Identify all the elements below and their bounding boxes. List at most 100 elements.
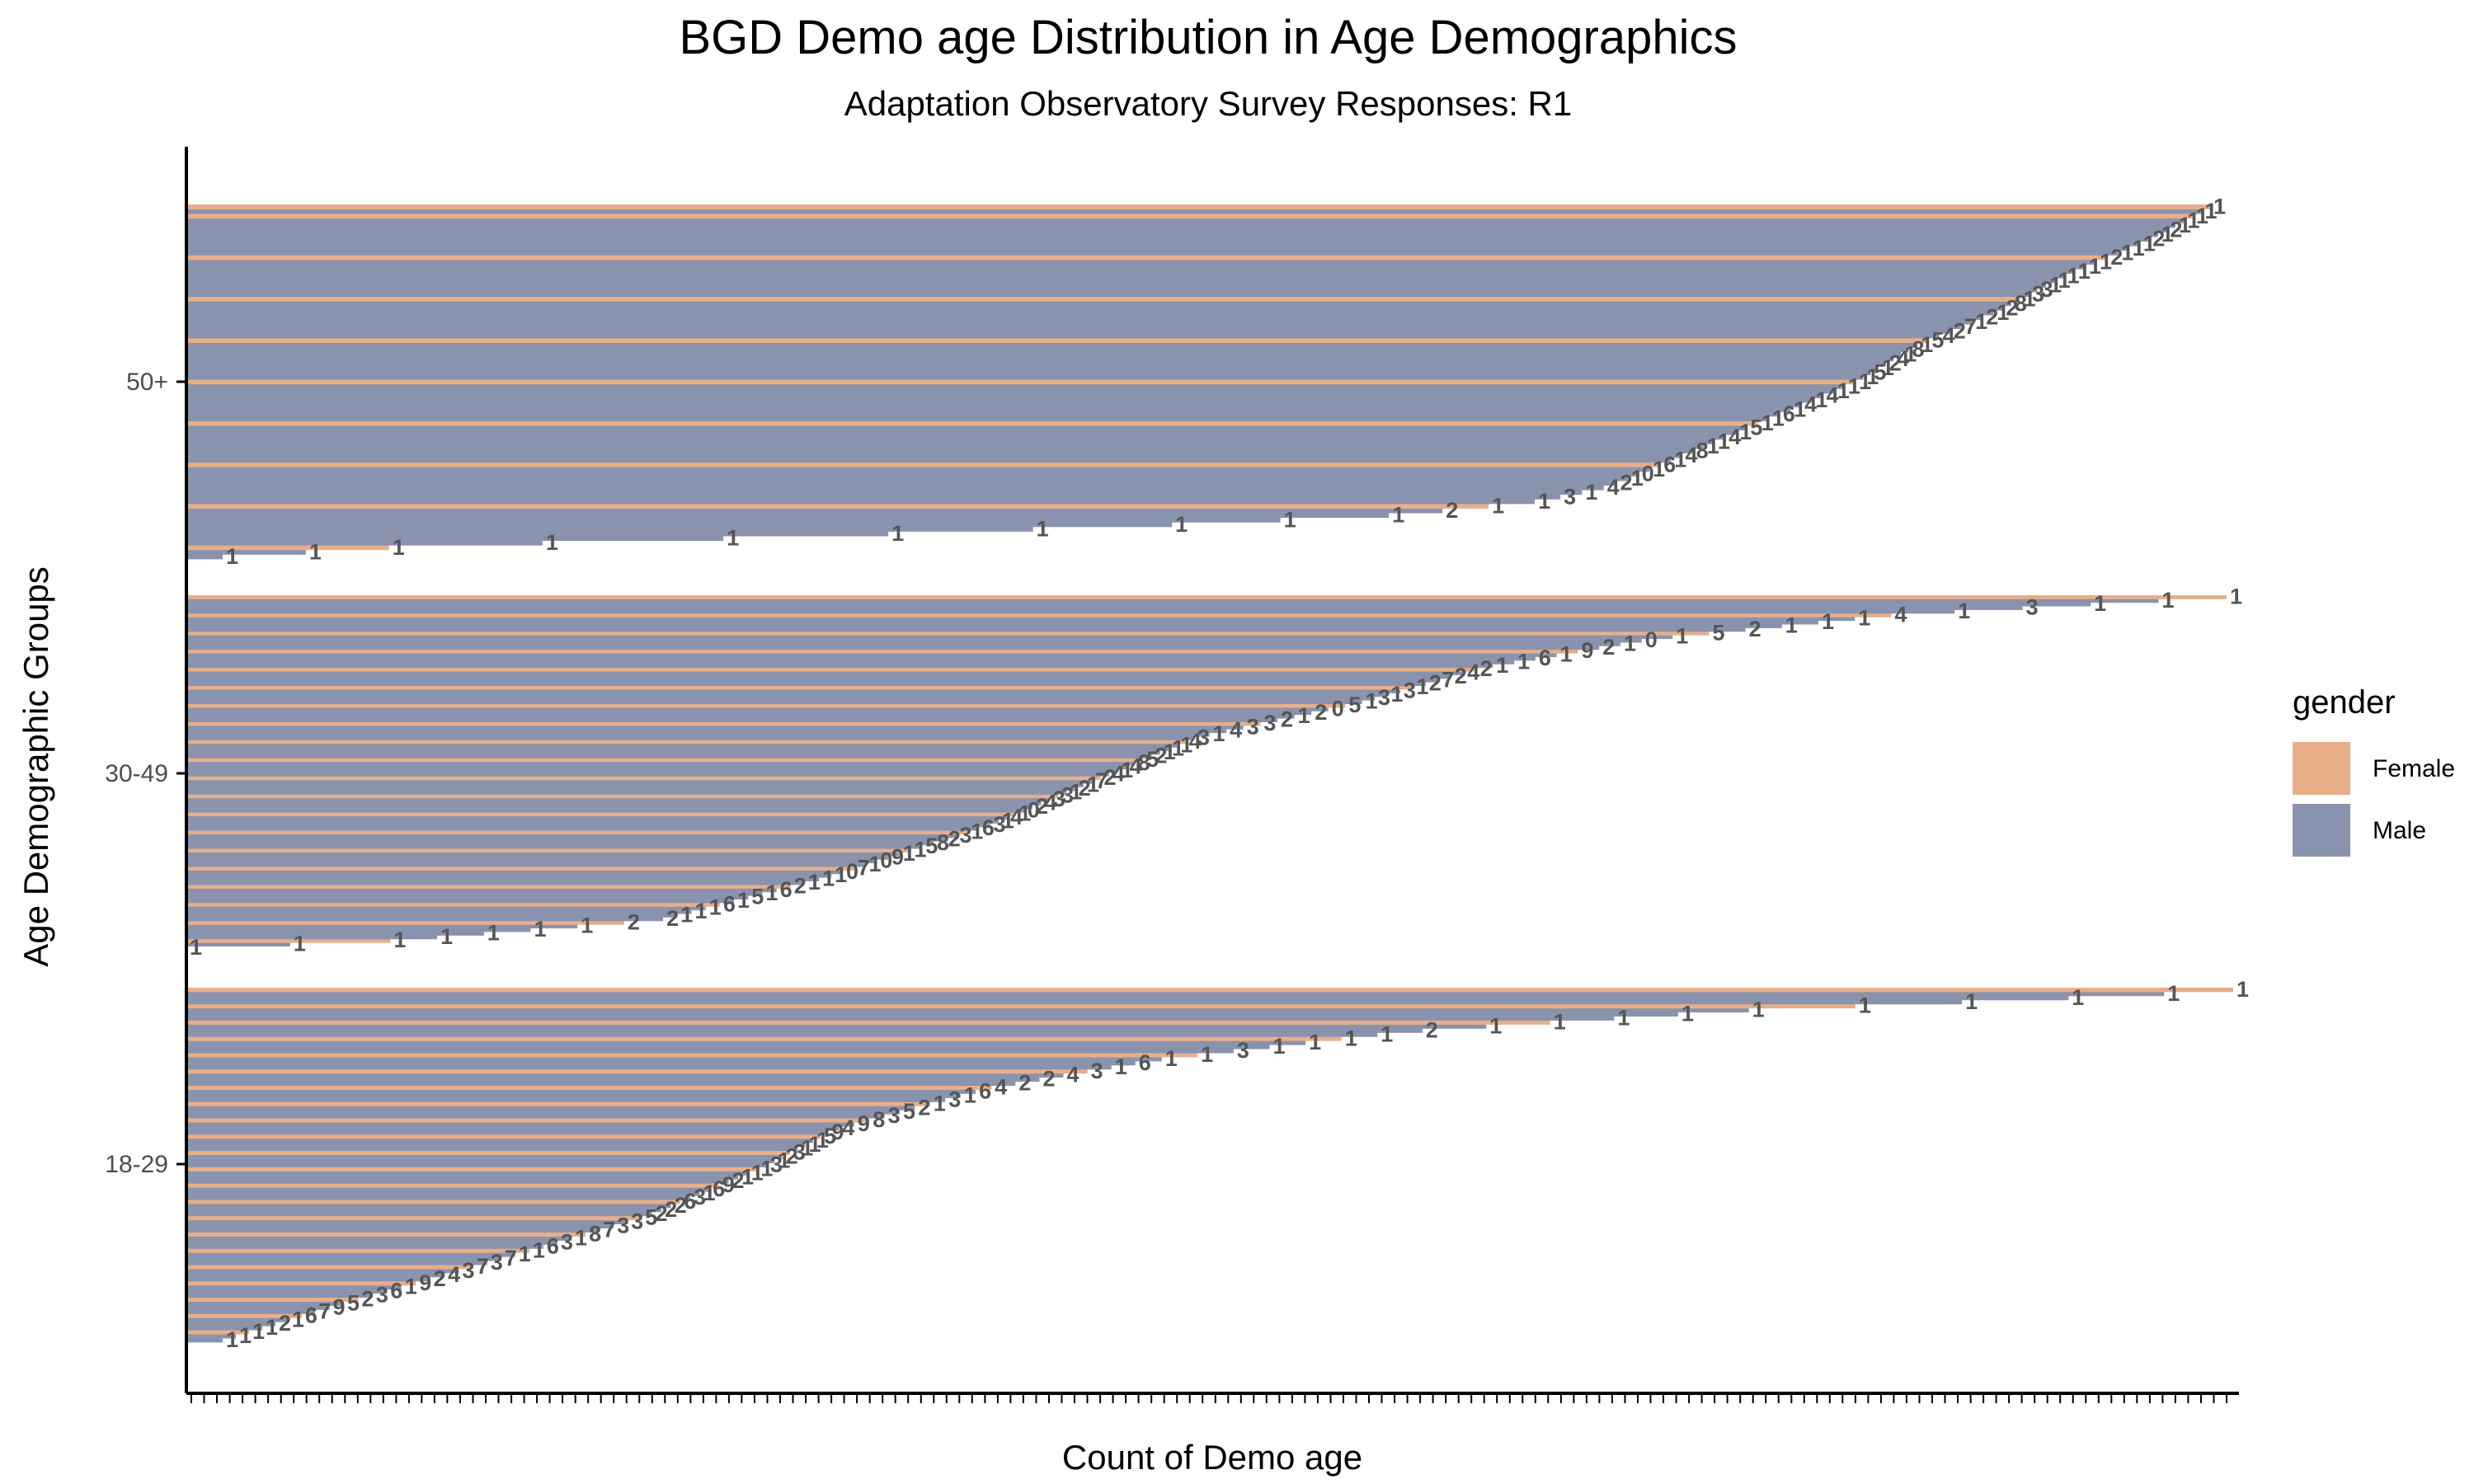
bar xyxy=(188,1089,976,1094)
bar xyxy=(188,379,1856,385)
bar-label: 1 xyxy=(266,1315,278,1340)
bar xyxy=(188,870,843,875)
bar xyxy=(188,255,2108,261)
bar-label: 1 xyxy=(869,852,882,876)
bar xyxy=(188,218,2185,223)
bar-label: 2 xyxy=(1281,707,1293,732)
bar xyxy=(188,383,1845,389)
bar xyxy=(188,595,2227,599)
bar xyxy=(188,462,1661,467)
bar-label: 1 xyxy=(1121,758,1133,782)
bar xyxy=(188,805,1033,810)
bar xyxy=(188,773,1109,777)
bar xyxy=(188,540,543,546)
bar xyxy=(188,1191,700,1196)
bar-label: 3 xyxy=(631,1209,643,1234)
bar xyxy=(188,356,1894,362)
bar xyxy=(188,1077,1040,1082)
bar xyxy=(188,296,2020,302)
bar-label: 1 xyxy=(971,819,983,844)
bar-label: 1 xyxy=(226,1327,238,1352)
bar xyxy=(188,988,2233,993)
bar-label: 1 xyxy=(309,539,322,564)
bar-label: 1 xyxy=(1180,732,1192,757)
bar-label: 1 xyxy=(1165,1046,1178,1071)
bar-label: 1 xyxy=(1858,606,1870,631)
bar-label: 1 xyxy=(1517,649,1530,674)
bar xyxy=(188,1007,1749,1013)
bar xyxy=(188,1313,302,1318)
bar xyxy=(188,888,777,893)
bar xyxy=(188,732,1210,737)
bar-label: 7 xyxy=(477,1254,489,1279)
bar xyxy=(188,333,1940,339)
bar-label: 1 xyxy=(2072,985,2084,1010)
bar-group-50+ xyxy=(188,204,2210,560)
bar xyxy=(188,656,1536,661)
bar xyxy=(188,246,2129,251)
bar xyxy=(188,682,1426,687)
bar xyxy=(188,1134,821,1139)
bar-label: 2 xyxy=(732,1168,745,1193)
bar xyxy=(188,1248,529,1253)
bar xyxy=(188,1057,1162,1062)
bar-label: 4 xyxy=(1044,791,1056,815)
bar-label: 2 xyxy=(918,1095,930,1120)
bar xyxy=(188,1085,992,1090)
bar-label: 1 xyxy=(1018,801,1031,826)
bar xyxy=(188,1028,1423,1033)
bar xyxy=(188,1293,373,1298)
bar-label: 2 xyxy=(786,1144,798,1169)
bar-label: 7 xyxy=(318,1298,331,1323)
bar xyxy=(188,453,1682,458)
bar xyxy=(188,1265,473,1270)
bar xyxy=(188,1129,829,1135)
bar xyxy=(188,522,1173,528)
bar xyxy=(188,1097,946,1102)
legend-key-male xyxy=(2293,804,2350,857)
bar xyxy=(188,761,1135,766)
bar xyxy=(188,1093,961,1098)
bar-label: 1 xyxy=(727,526,739,551)
bar xyxy=(188,1240,557,1245)
bar-label: 2 xyxy=(666,906,679,931)
bar-label: 5 xyxy=(903,1099,915,1124)
bar-label: 5 xyxy=(347,1291,360,1316)
bar xyxy=(188,736,1194,740)
bar-label: 1 xyxy=(1718,429,1730,453)
bar xyxy=(188,287,2038,293)
bar-label: 1 xyxy=(226,544,238,569)
bar xyxy=(188,844,923,849)
bar xyxy=(188,913,678,918)
bar xyxy=(188,848,911,852)
bar-label: 5 xyxy=(1146,747,1159,772)
bar xyxy=(188,517,1281,523)
bar-label: 5 xyxy=(824,1124,836,1148)
bar xyxy=(188,1244,543,1249)
bar xyxy=(188,609,1955,614)
bar-label: 1 xyxy=(1975,309,1987,334)
bar xyxy=(188,260,2097,265)
bar-label: 1 xyxy=(1761,411,1774,435)
bar-label: 7 xyxy=(1095,768,1108,793)
bar xyxy=(188,241,2140,247)
bar xyxy=(188,942,290,947)
bar xyxy=(188,1150,790,1156)
bar xyxy=(188,696,1375,701)
bar xyxy=(188,638,1642,643)
bar-label: 1 xyxy=(1653,457,1665,481)
bar-label: 1 xyxy=(1201,1042,1213,1067)
bar-label: 3 xyxy=(1237,1038,1249,1063)
bar-label: 0 xyxy=(1642,462,1654,486)
bar-label: 2 xyxy=(2152,227,2165,251)
bar xyxy=(188,747,1169,752)
bar-label: 1 xyxy=(1965,989,1978,1014)
bar xyxy=(188,613,1892,618)
bar-label: 1 xyxy=(1554,1010,1566,1035)
bar-label: 1 xyxy=(2205,199,2218,223)
bar-label: 2 xyxy=(1480,656,1493,681)
bar-label: 1 xyxy=(2100,250,2112,275)
bar-groups xyxy=(188,204,2233,1343)
bar-label: 1 xyxy=(1115,1054,1127,1079)
bar-label: 1 xyxy=(1164,740,1176,764)
